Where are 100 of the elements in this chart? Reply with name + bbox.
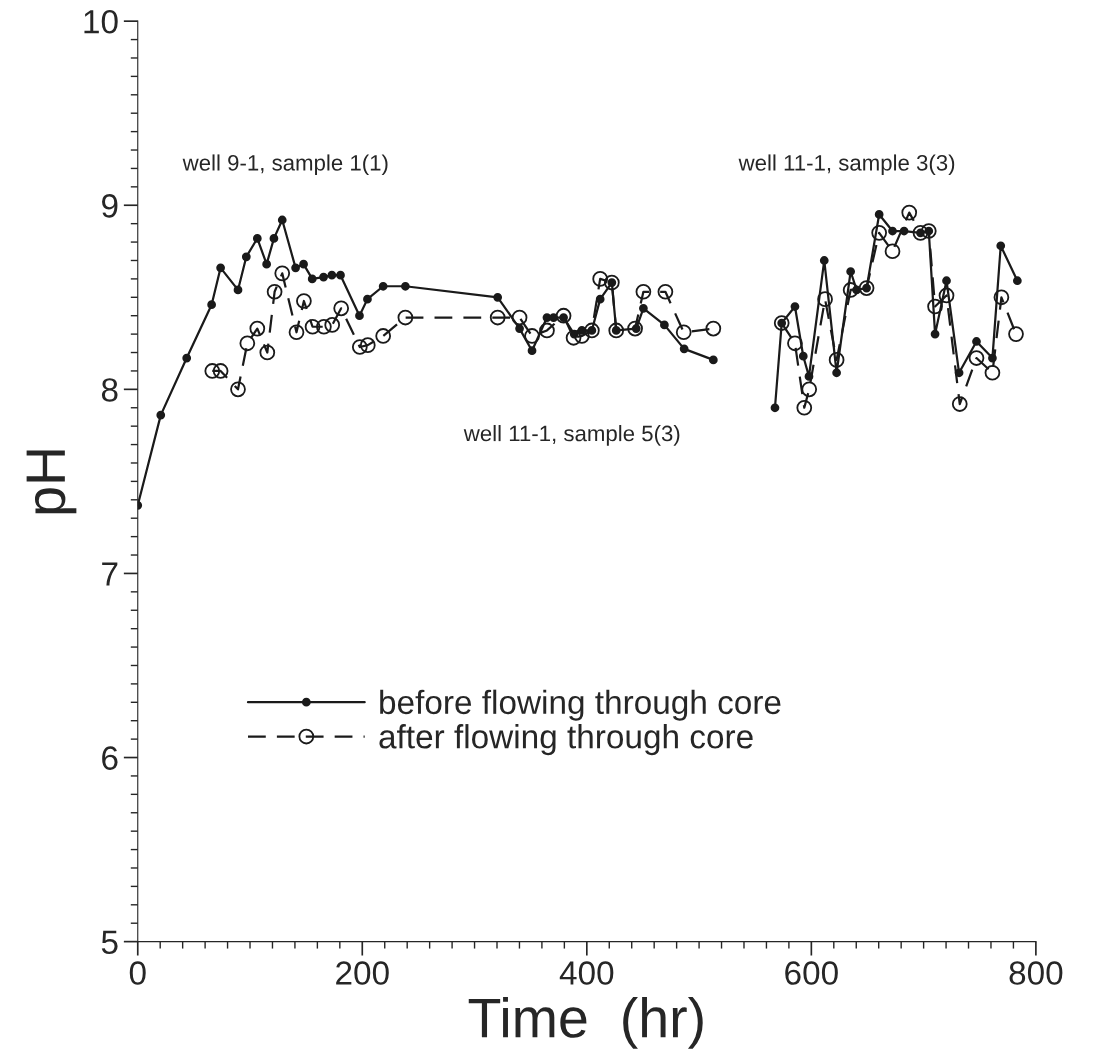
y-tick-label: 7 xyxy=(102,562,118,586)
point xyxy=(842,282,859,298)
point xyxy=(984,364,1001,381)
point xyxy=(884,243,901,260)
point xyxy=(307,274,317,284)
point xyxy=(239,335,256,352)
point xyxy=(951,396,968,412)
point xyxy=(660,320,669,330)
point xyxy=(375,328,392,344)
point xyxy=(204,363,221,379)
point xyxy=(216,263,225,273)
point xyxy=(773,315,790,331)
x-tick-label: 400 xyxy=(559,961,614,985)
point xyxy=(515,324,524,333)
point xyxy=(333,300,350,317)
point xyxy=(871,225,888,241)
point xyxy=(675,324,692,341)
point xyxy=(592,271,609,287)
point xyxy=(657,283,674,300)
point xyxy=(920,223,937,239)
point xyxy=(493,292,503,302)
point xyxy=(930,329,940,339)
point xyxy=(319,272,328,282)
y-tick-label: 8 xyxy=(101,378,118,402)
point xyxy=(524,328,540,344)
point xyxy=(401,281,410,291)
point xyxy=(604,274,620,291)
point xyxy=(296,293,312,309)
point xyxy=(489,309,506,326)
x-tick-label: 800 xyxy=(1009,961,1063,985)
point xyxy=(790,302,800,311)
point xyxy=(993,289,1010,306)
point xyxy=(635,283,652,300)
point xyxy=(1012,276,1022,286)
point xyxy=(801,381,818,398)
point xyxy=(304,318,321,335)
x-tick-label: 0 xyxy=(129,961,146,985)
point xyxy=(770,403,780,413)
point xyxy=(942,276,951,286)
y-tick-label: 5 xyxy=(101,930,118,955)
x-axis-title: Time (hr) xyxy=(468,997,703,1049)
y-tick-label: 9 xyxy=(102,194,118,218)
point xyxy=(269,234,279,243)
point xyxy=(549,313,558,322)
point xyxy=(639,303,648,313)
point xyxy=(249,320,266,337)
point xyxy=(324,317,341,333)
point xyxy=(996,241,1006,251)
y-tick-label: 6 xyxy=(102,746,118,770)
point xyxy=(828,352,845,368)
point xyxy=(555,307,572,324)
point xyxy=(874,210,884,219)
point xyxy=(1008,326,1024,342)
point xyxy=(359,337,376,354)
point xyxy=(584,322,600,339)
point xyxy=(819,256,829,265)
point xyxy=(355,311,364,321)
legend-label: after flowing through core xyxy=(379,724,753,756)
x-tick-label: 600 xyxy=(785,961,838,985)
point xyxy=(327,270,337,280)
x-tick-label: 200 xyxy=(336,961,389,985)
legend-label: before flowing through core xyxy=(380,689,781,721)
point xyxy=(207,300,216,310)
point xyxy=(527,346,537,356)
point xyxy=(968,350,985,366)
point xyxy=(259,344,276,361)
point xyxy=(351,339,368,355)
point xyxy=(363,294,372,304)
point xyxy=(708,355,718,365)
point xyxy=(901,204,918,221)
point xyxy=(274,265,291,282)
point xyxy=(796,399,813,416)
point xyxy=(595,294,605,304)
point xyxy=(565,329,582,346)
point xyxy=(787,335,803,352)
point xyxy=(972,337,981,346)
point xyxy=(511,309,528,326)
point xyxy=(542,313,552,322)
point xyxy=(539,322,555,339)
annotation: well 9-1, sample 1(1) xyxy=(182,154,388,176)
point xyxy=(182,353,192,363)
point xyxy=(378,281,388,291)
point xyxy=(291,263,300,273)
y-axis-title: pH xyxy=(26,450,77,514)
point xyxy=(938,287,955,304)
point xyxy=(608,322,625,339)
point xyxy=(212,363,229,379)
point xyxy=(832,368,841,378)
point xyxy=(277,215,287,225)
point xyxy=(241,252,251,262)
point xyxy=(888,226,897,236)
annotation: well 11-1, sample 3(3) xyxy=(738,154,955,176)
point xyxy=(846,267,856,276)
point xyxy=(912,225,929,241)
point xyxy=(230,381,246,398)
y-tick-label: 10 xyxy=(84,9,118,34)
point xyxy=(299,259,308,269)
point xyxy=(266,283,283,300)
point xyxy=(798,351,808,361)
point xyxy=(927,298,943,315)
